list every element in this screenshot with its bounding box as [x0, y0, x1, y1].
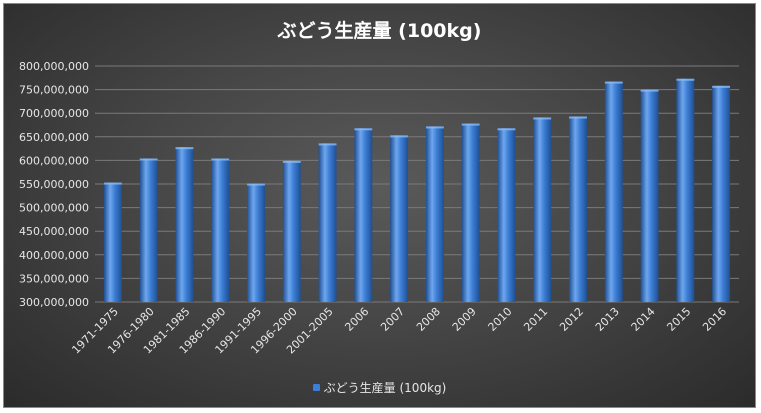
- bar-top-highlight: [175, 147, 194, 150]
- bar: [354, 128, 373, 302]
- bar: [282, 160, 301, 302]
- x-tick-label: 2011: [521, 305, 550, 334]
- bar-top-highlight: [139, 158, 158, 161]
- bar: [425, 126, 444, 302]
- x-tick-label: 2012: [557, 305, 586, 334]
- bar-top-highlight: [211, 158, 230, 161]
- bar: [569, 116, 587, 302]
- x-tick-label: 2015: [664, 305, 693, 334]
- y-tick-label: 500,000,000: [19, 202, 89, 215]
- x-tick-label: 2007: [378, 305, 407, 334]
- y-tick-label: 300,000,000: [19, 296, 89, 309]
- bar: [318, 143, 337, 302]
- bar-top-highlight: [533, 117, 552, 120]
- y-tick-label: 650,000,000: [19, 131, 89, 144]
- y-tick-label: 400,000,000: [19, 249, 89, 262]
- y-tick-label: 700,000,000: [19, 107, 89, 120]
- bar-top-highlight: [425, 126, 444, 129]
- bar-top-highlight: [676, 78, 695, 81]
- bar: [139, 158, 158, 302]
- bar: [211, 158, 230, 302]
- bar-top-highlight: [712, 85, 731, 88]
- x-tick-label: 2008: [414, 305, 443, 334]
- bar-top-highlight: [247, 183, 265, 186]
- x-tick-label: 2016: [700, 305, 729, 334]
- y-tick-label: 600,000,000: [19, 154, 89, 167]
- bar-top-highlight: [390, 135, 409, 138]
- x-tick-label: 2006: [342, 305, 371, 334]
- x-tick-label: 2013: [593, 305, 622, 334]
- bar: [676, 78, 695, 302]
- bar: [604, 81, 623, 303]
- bar-top-highlight: [354, 128, 373, 131]
- x-tick-label: 2009: [450, 305, 479, 334]
- y-tick-label: 450,000,000: [19, 225, 89, 238]
- bar: [247, 183, 265, 302]
- bar-top-highlight: [604, 81, 623, 84]
- bar: [390, 135, 409, 302]
- y-tick-label: 550,000,000: [19, 178, 89, 191]
- chart-legend: ぶどう生産量 (100kg): [4, 379, 755, 396]
- y-tick-label: 750,000,000: [19, 84, 89, 97]
- chart-plot: 300,000,000 350,000,000 400,000,000 450,000…: [19, 60, 739, 357]
- chart-frame: ぶどう生産量 (100kg) 300,000,000 350,000,000 400…: [3, 3, 756, 408]
- bar: [103, 182, 122, 302]
- bar: [461, 123, 480, 302]
- bar: [497, 128, 516, 302]
- y-tick-label: 800,000,000: [19, 60, 89, 73]
- bar-top-highlight: [461, 123, 480, 126]
- bar: [712, 85, 731, 302]
- bar: [533, 117, 552, 302]
- bar-top-highlight: [103, 182, 122, 185]
- bar: [640, 89, 659, 302]
- legend-label: ぶどう生産量 (100kg): [323, 381, 447, 395]
- chart-title: ぶどう生産量 (100kg): [277, 20, 482, 42]
- y-tick-label: 350,000,000: [19, 272, 89, 285]
- x-tick-label: 2010: [486, 305, 515, 334]
- x-tick-label: 2014: [629, 305, 658, 334]
- bar-top-highlight: [640, 89, 659, 92]
- bar: [175, 147, 194, 302]
- bar-top-highlight: [318, 143, 337, 146]
- bar-top-highlight: [569, 116, 587, 119]
- bar-top-highlight: [282, 160, 301, 163]
- legend-marker: [312, 384, 320, 391]
- bar-top-highlight: [497, 128, 516, 131]
